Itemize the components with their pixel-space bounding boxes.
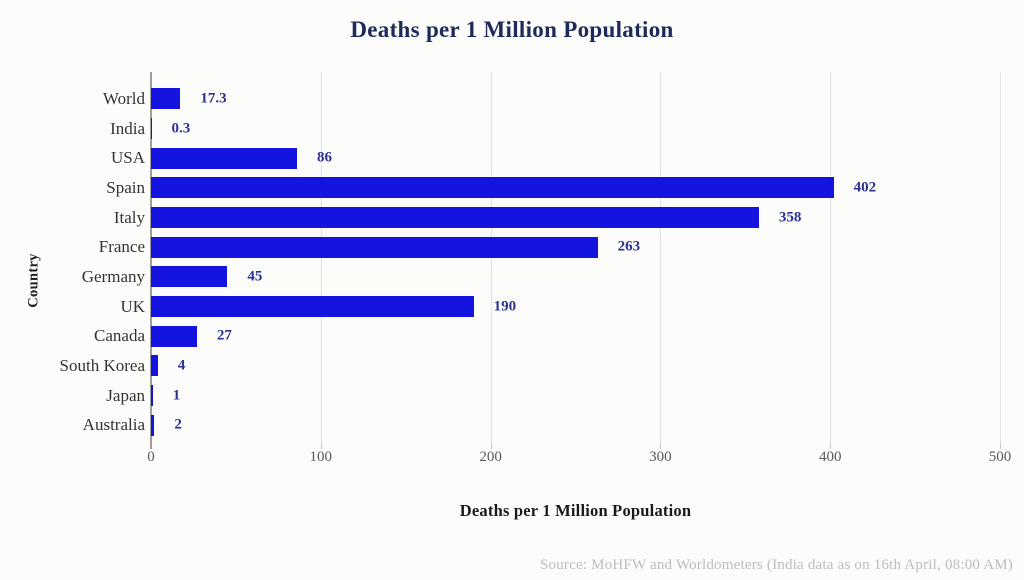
value-label: 263 [617,238,641,255]
category-label: Australia [82,415,145,435]
source-note: Source: MoHFW and Worldometers (India da… [539,557,1013,573]
value-label: 358 [778,209,802,225]
category-label: France [98,237,145,257]
x-tick-label: 200 [479,449,502,465]
value-label: 190 [493,298,517,314]
value-label: 45 [247,268,263,285]
value-label: 1 [172,387,181,403]
value-label: 17.3 [200,90,227,107]
bar [151,414,155,436]
category-label: India [110,118,145,138]
bar [151,207,759,228]
bar [151,147,298,169]
axis-tick [660,443,662,449]
bar [151,177,834,199]
axis-tick [1000,443,1001,449]
category-label: Italy [113,207,145,227]
bar [151,88,181,110]
bar [151,325,197,347]
chart-title: Deaths per 1 Million Population [350,17,674,42]
bar [151,355,158,377]
x-tick-label: 300 [649,449,672,465]
bar [151,385,153,406]
category-label: UK [120,296,145,316]
category-axis: World India USA Spain Italy France Germany UK Ca… [0,72,145,443]
axis-tick [490,443,492,449]
category-label: South Korea [59,355,145,375]
gridline [1000,72,1001,443]
bar [151,296,474,317]
x-tick-label: 400 [818,449,842,465]
axis-tick [150,443,152,449]
value-label: 4 [177,357,186,374]
gridline [660,72,662,443]
x-axis-ticks: 0 100 200 300 400 500 [147,449,1011,467]
x-tick-label: 100 [309,449,333,465]
value-label: 402 [853,179,877,196]
x-tick-label: 500 [988,449,1012,465]
value-label: 86 [317,149,333,166]
category-label: Germany [81,266,145,286]
category-label: Canada [94,326,145,346]
value-label: 2 [174,416,182,433]
axis-tick [830,443,832,449]
axis-tick [320,443,322,449]
bar [151,118,152,139]
x-tick-label: 0 [147,449,155,465]
x-axis-label: Deaths per 1 Million Population [459,501,692,520]
category-label: World [102,88,145,108]
bar [151,266,228,288]
bar [151,236,598,258]
category-label: Spain [106,177,145,197]
category-label: Japan [106,385,145,405]
category-label: USA [110,148,145,168]
value-label: 27 [216,327,232,344]
gridline [830,72,832,443]
plot-area: 17.3 0.3 86 402 358 263 45 190 27 4 1 2 [150,72,1001,449]
value-label: 0.3 [171,120,191,136]
